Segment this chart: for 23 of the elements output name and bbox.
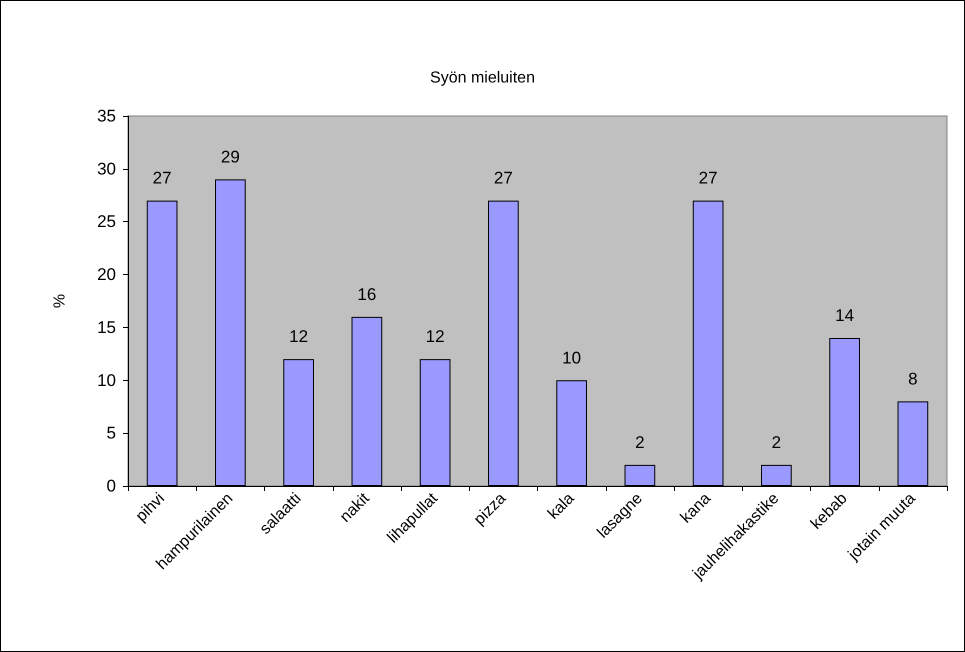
y-tick-label: 35 [97,106,116,126]
data-label: 12 [289,327,308,346]
y-tick-label: 5 [106,424,116,443]
y-tick-label: 15 [97,318,116,337]
data-label: 2 [635,432,645,452]
y-axis-title: % [52,294,68,308]
y-tick-label: 30 [97,159,116,178]
y-tick-label: 0 [106,476,116,496]
data-label: 14 [835,306,854,325]
data-label: 29 [220,147,240,166]
data-label: 2 [772,432,782,452]
data-label: 27 [698,168,718,188]
y-tick-label: 20 [97,265,116,284]
data-label: 10 [562,348,582,368]
data-label: 12 [426,327,445,346]
data-label: 16 [357,284,376,304]
data-label: 27 [152,168,172,188]
data-label: 27 [494,168,513,188]
y-tick-label: 25 [97,212,116,232]
data-label: 8 [908,369,918,388]
chart-title: Syön mieluiten [430,70,535,86]
x-tick-label: kala [544,490,578,523]
y-tick-label: 10 [97,370,116,390]
